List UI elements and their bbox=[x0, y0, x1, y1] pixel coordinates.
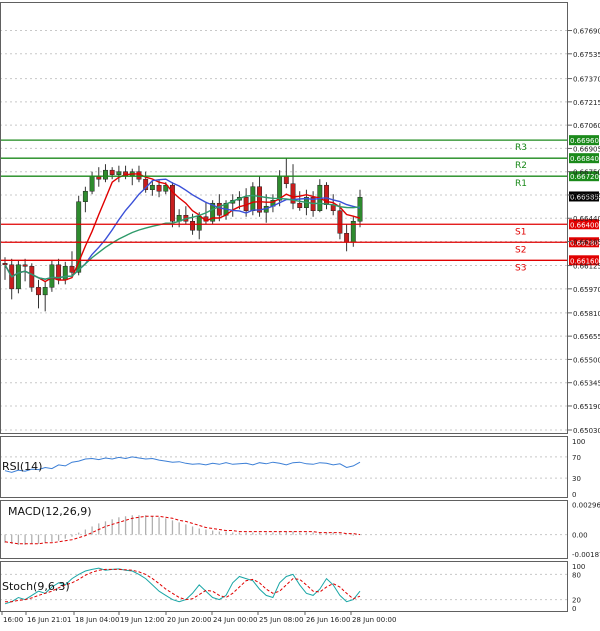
candle-bear bbox=[30, 266, 34, 287]
candle-bull bbox=[277, 176, 281, 200]
price-tick-label: 0.65655 bbox=[573, 333, 600, 341]
price-tick-label: 0.65030 bbox=[573, 427, 600, 435]
rsi-title: RSI(14) bbox=[2, 460, 42, 473]
stoch-tick-label: 20 bbox=[572, 597, 581, 605]
candle-bear bbox=[190, 221, 194, 230]
level-name: R1 bbox=[515, 179, 527, 189]
price-tick-label: 0.67690 bbox=[573, 28, 600, 36]
level-price-label: 0.66840 bbox=[570, 155, 599, 163]
time-tick-label: 16 Jun 21:01 bbox=[27, 616, 71, 624]
rsi-tick-label: 30 bbox=[572, 475, 581, 483]
price-tick-label: 0.67215 bbox=[573, 99, 600, 107]
candle-bear bbox=[344, 233, 348, 242]
price-tick-label: 0.66595 bbox=[573, 192, 600, 200]
candle-bull bbox=[103, 170, 107, 179]
level-name: R3 bbox=[515, 143, 527, 153]
price-tick-label: 0.65190 bbox=[573, 403, 600, 411]
rsi-tick-label: 0 bbox=[572, 491, 576, 499]
price-tick-label: 0.65500 bbox=[573, 356, 600, 364]
candle-bear bbox=[157, 185, 161, 191]
price-tick-label: 0.65810 bbox=[573, 310, 600, 318]
price-tick-label: 0.66750 bbox=[573, 169, 600, 177]
candle-bull bbox=[16, 265, 20, 289]
rsi-tick-label: 100 bbox=[572, 438, 585, 446]
price-tick-label: 0.66125 bbox=[573, 263, 600, 271]
macd-tick-label: 0.00 bbox=[572, 532, 588, 540]
price-tick-label: 0.67060 bbox=[573, 122, 600, 130]
time-tick-label: 28 Jun 00:00 bbox=[352, 616, 396, 624]
candle-bear bbox=[23, 265, 27, 267]
candle-bear bbox=[137, 172, 141, 180]
candle-bear bbox=[217, 203, 221, 215]
candle-bull bbox=[197, 217, 201, 231]
time-tick-label: 20 Jun 20:00 bbox=[167, 616, 211, 624]
candle-bear bbox=[3, 263, 7, 265]
candle-bear bbox=[338, 211, 342, 234]
macd-title: MACD(12,26,9) bbox=[8, 505, 92, 518]
rsi-tick-label: 70 bbox=[572, 454, 581, 462]
candle-bull bbox=[150, 185, 154, 190]
candle-bull bbox=[117, 172, 121, 175]
stoch-tick-label: 80 bbox=[572, 571, 581, 579]
candle-bull bbox=[83, 191, 87, 202]
stoch-title: Stoch(9,6,3) bbox=[2, 580, 70, 593]
candle-bear bbox=[110, 170, 114, 175]
level-name: R2 bbox=[515, 161, 527, 171]
candle-bear bbox=[70, 266, 74, 272]
time-tick-label: 19 Jun 12:00 bbox=[120, 616, 164, 624]
price-tick-label: 0.65970 bbox=[573, 286, 600, 294]
candle-bull bbox=[63, 266, 67, 280]
candle-bull bbox=[90, 176, 94, 191]
candle-bull bbox=[50, 265, 54, 288]
candle-bear bbox=[298, 203, 302, 208]
level-name: S3 bbox=[515, 263, 526, 273]
price-tick-label: 0.66285 bbox=[573, 239, 600, 247]
price-tick-label: 0.67535 bbox=[573, 51, 600, 59]
time-tick-label: 26 Jun 16:00 bbox=[306, 616, 350, 624]
price-tick-label: 0.66440 bbox=[573, 215, 600, 223]
price-tick-label: 0.66905 bbox=[573, 145, 600, 153]
level-price-label: 0.66960 bbox=[570, 137, 599, 145]
level-name: S2 bbox=[515, 245, 526, 255]
candle-bear bbox=[257, 187, 261, 213]
macd-tick-label: -0.001876 bbox=[572, 551, 600, 559]
candle-bull bbox=[43, 287, 47, 295]
time-tick-label: 24 Jun 00:00 bbox=[213, 616, 257, 624]
time-tick-label: 16:00 bbox=[3, 616, 23, 624]
stoch-tick-label: 100 bbox=[572, 563, 585, 571]
price-tick-label: 0.65345 bbox=[573, 380, 600, 388]
candle-bull bbox=[251, 187, 255, 211]
price-tick-label: 0.67370 bbox=[573, 76, 600, 84]
stoch-tick-label: 0 bbox=[572, 605, 576, 613]
candle-bear bbox=[36, 287, 40, 295]
time-tick-label: 18 Jun 04:00 bbox=[75, 616, 119, 624]
candle-bear bbox=[284, 176, 288, 184]
time-tick-label: 25 Jun 08:00 bbox=[259, 616, 303, 624]
level-name: S1 bbox=[515, 227, 526, 237]
